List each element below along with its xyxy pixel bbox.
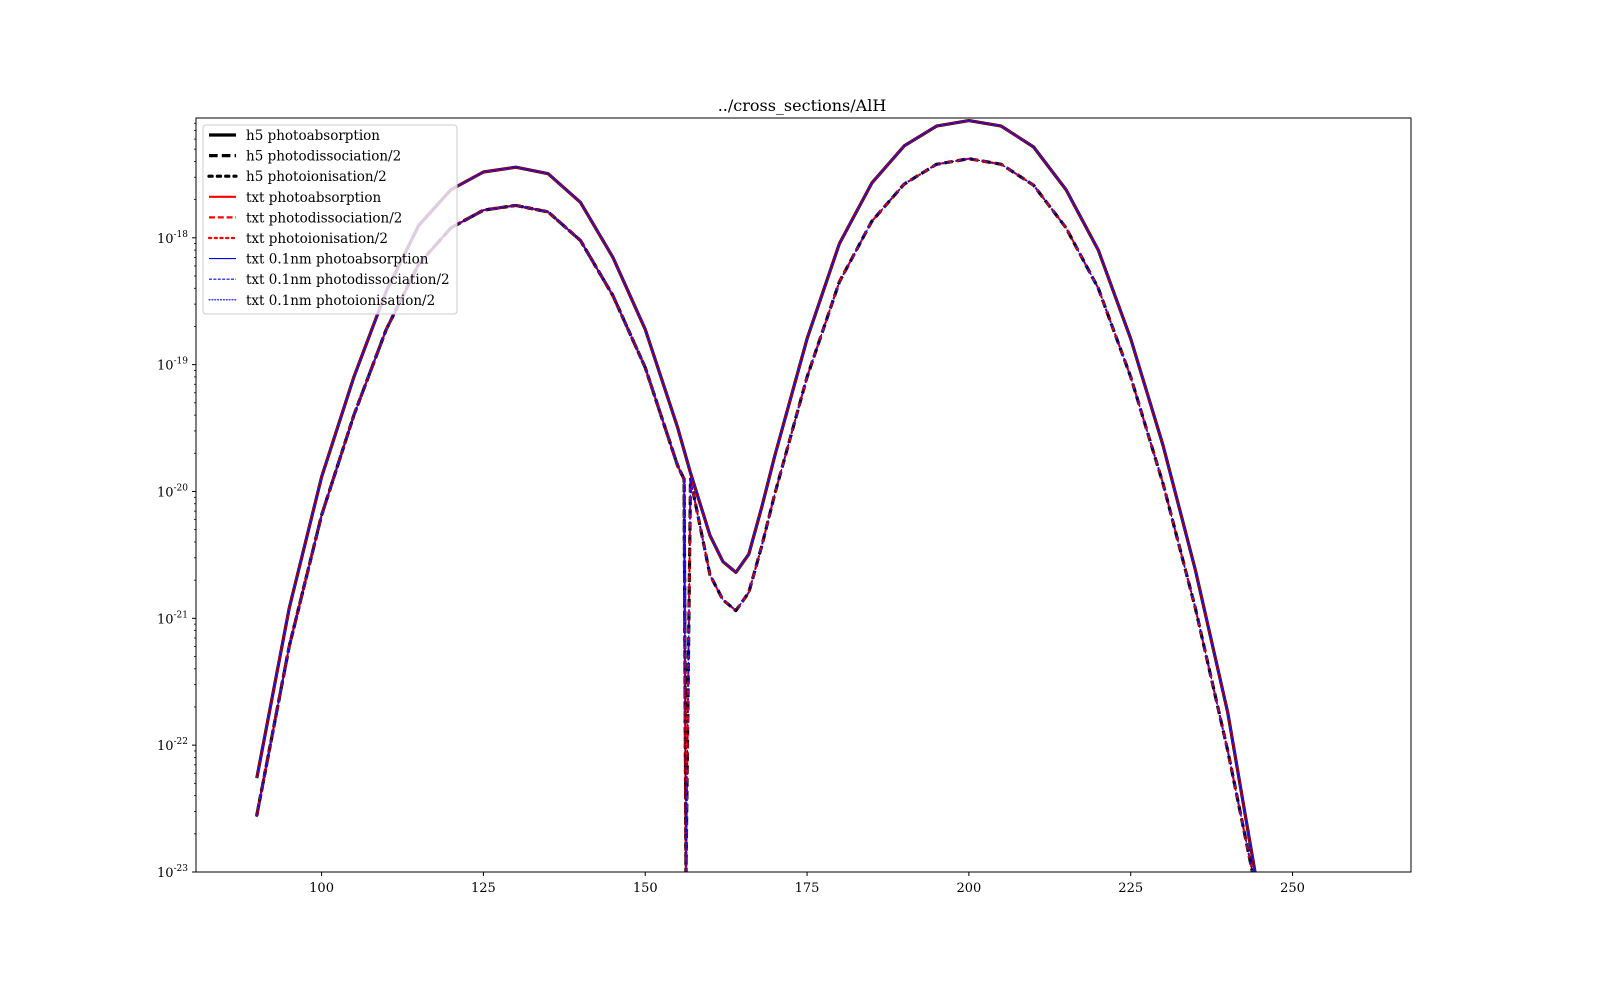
series-line-9 xyxy=(256,204,687,872)
x-axis: 100 125 150 175 200 225 250 xyxy=(309,872,1305,896)
x-tick-label: 150 xyxy=(633,881,658,896)
y-tick-label: 10-20 xyxy=(157,483,188,500)
legend-label: txt photoionisation/2 xyxy=(246,231,388,247)
legend-label: txt photoabsorption xyxy=(246,190,381,206)
legend-box xyxy=(202,124,458,315)
x-tick-label: 125 xyxy=(471,881,496,896)
plot-frame xyxy=(195,117,1412,873)
legend-label: txt 0.1nm photoabsorption xyxy=(246,252,429,268)
legend-label: txt 0.1nm photoionisation/2 xyxy=(246,293,435,309)
legend-label: h5 photoabsorption xyxy=(246,128,380,144)
legend-label: txt photodissociation/2 xyxy=(246,210,402,226)
y-tick-label: 10-18 xyxy=(157,230,188,247)
y-tick-label: 10-19 xyxy=(157,357,188,374)
x-tick-label: 200 xyxy=(956,881,981,896)
y-tick-label: 10-23 xyxy=(157,864,188,881)
y-tick-label: 10-22 xyxy=(157,737,188,754)
legend-label: txt 0.1nm photodissociation/2 xyxy=(246,272,450,288)
x-tick-label: 225 xyxy=(1118,881,1143,896)
chart-title: ../cross_sections/AlH xyxy=(718,96,887,115)
x-tick-label: 175 xyxy=(795,881,820,896)
y-tick-label: 10-21 xyxy=(157,610,188,627)
legend-label: h5 photoionisation/2 xyxy=(246,169,387,185)
x-tick-label: 250 xyxy=(1280,881,1305,896)
legend-label: h5 photodissociation/2 xyxy=(246,149,401,165)
y-axis: 10-23 10-22 10-21 10-20 10-19 10-18 xyxy=(157,122,196,881)
legend: h5 photoabsorption h5 photodissociation/2… xyxy=(202,124,458,315)
x-tick-label: 100 xyxy=(309,881,334,896)
